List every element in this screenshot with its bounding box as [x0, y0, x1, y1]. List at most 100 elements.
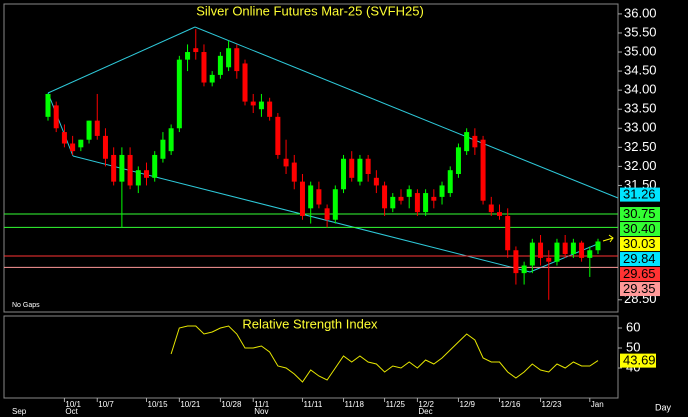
level-label-box	[620, 187, 660, 202]
candle-body	[439, 185, 445, 197]
x-tick-label: 10/28	[221, 400, 242, 409]
month-label: Nov	[254, 407, 268, 416]
note: No Gaps	[12, 302, 40, 309]
candle-body	[102, 135, 108, 159]
level-label: 29.35	[623, 281, 656, 296]
x-tick-label: 10/21	[180, 400, 201, 409]
rsi-last-label: 43.69	[623, 353, 656, 368]
x-tick-label: 10/15	[148, 400, 169, 409]
candle-body	[242, 63, 248, 102]
candle-body	[217, 55, 223, 75]
candle-body	[579, 242, 585, 258]
candle-body	[144, 170, 150, 178]
y-tick-label: 33.00	[624, 120, 657, 135]
y-tick-label: 36.00	[624, 5, 657, 20]
x-tick-label: 11/1	[254, 400, 270, 409]
x-tick-label: 10/1	[65, 400, 81, 409]
candle-body	[423, 193, 429, 213]
y-tick-label: 35.50	[624, 24, 657, 39]
candle-body	[53, 105, 59, 129]
level-label-box	[620, 207, 660, 222]
candle-body	[299, 181, 305, 216]
x-tick-label: 12/16	[500, 400, 521, 409]
period-label: Day	[655, 402, 672, 412]
price-panel	[3, 3, 619, 313]
candle-body	[365, 158, 371, 175]
candle-body	[94, 120, 100, 136]
channel-line	[47, 92, 74, 157]
level-label-box	[620, 222, 660, 237]
candle-body	[86, 120, 92, 140]
candle-body	[275, 116, 281, 155]
candle-body	[373, 177, 379, 186]
level-label-box	[620, 252, 660, 267]
candle-body	[390, 196, 396, 209]
candle-body	[78, 139, 84, 148]
month-label: Sep	[12, 407, 27, 416]
y-tick-label: 32.50	[624, 139, 657, 154]
x-tick-label: Jan	[591, 400, 604, 409]
rsi-last-box	[620, 353, 656, 368]
candle-body	[160, 139, 166, 159]
candle-body	[332, 189, 338, 220]
candle-body	[209, 74, 215, 83]
candle-body	[127, 154, 133, 186]
candle-body	[595, 241, 601, 251]
candle-body	[226, 48, 232, 68]
x-tick-label: 11/25	[386, 400, 406, 409]
candle-body	[480, 139, 486, 201]
candle-body	[398, 196, 404, 201]
level-label: 30.40	[623, 221, 656, 236]
candle-body	[570, 242, 576, 255]
level-label: 30.03	[623, 236, 656, 251]
y-tick-label: 34.50	[624, 63, 657, 78]
candle-body	[341, 158, 347, 190]
candle-body	[587, 250, 593, 258]
level-label: 30.75	[623, 206, 656, 221]
candle-body	[324, 208, 330, 220]
candle-body	[152, 154, 158, 178]
candle-body	[201, 52, 207, 83]
x-tick-label: 12/23	[542, 400, 563, 409]
level-label: 31.26	[623, 187, 656, 202]
candle-body	[382, 185, 388, 209]
channel-line	[194, 26, 619, 199]
candle-body	[414, 193, 420, 213]
candle-body	[472, 135, 478, 148]
level-label: 29.65	[623, 266, 656, 281]
candle-body	[488, 204, 494, 213]
rsi-line	[170, 325, 599, 383]
candle-body	[119, 154, 125, 182]
candle-body	[258, 101, 264, 110]
candle-body	[234, 48, 240, 72]
x-tick-label: 12/2	[418, 400, 434, 409]
candle-body	[496, 212, 502, 216]
candle-body	[176, 59, 182, 129]
candle-body	[283, 158, 289, 167]
candle-body	[267, 101, 273, 117]
level-label-box	[620, 282, 660, 297]
x-tick-label: 10/7	[98, 400, 114, 409]
candle-body	[521, 265, 527, 274]
candle-body	[546, 257, 552, 262]
month-label: Dec	[418, 407, 432, 416]
candle-body	[185, 52, 191, 60]
last-price-arrow	[602, 234, 614, 243]
candle-body	[554, 242, 560, 262]
candle-body	[562, 242, 568, 255]
candle-body	[455, 147, 461, 175]
candle-body	[316, 189, 322, 205]
candle-body	[291, 162, 297, 182]
candle-body	[250, 101, 256, 106]
level-label: 29.84	[623, 251, 656, 266]
y-tick-label: 60	[626, 319, 640, 334]
level-label-box	[620, 267, 660, 282]
y-tick-label: 34.00	[624, 82, 657, 97]
candle-body	[357, 158, 363, 182]
candle-body	[193, 48, 199, 53]
candle-body	[61, 132, 67, 144]
candle-body	[111, 154, 117, 182]
candle-body	[308, 185, 314, 209]
